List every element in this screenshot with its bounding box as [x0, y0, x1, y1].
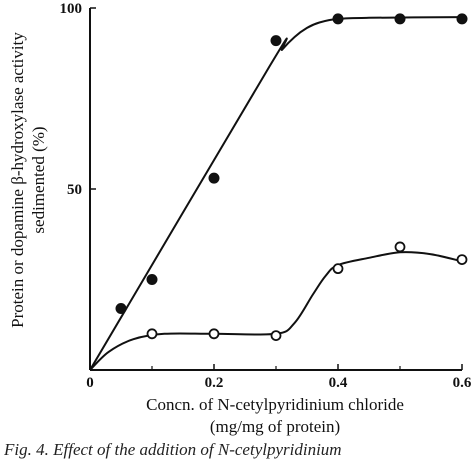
series-1-line — [89, 16, 463, 371]
x-tick-label: 0.4 — [329, 375, 348, 391]
series-2-point — [332, 263, 344, 275]
plot-area: 0 0.2 0.4 0.6 50 100 — [60, 1, 472, 391]
figure-caption: Fig. 4. Effect of the addition of N-cety… — [4, 440, 342, 459]
y-axis-label: Protein or dopamine β-hydroxylase activi… — [8, 32, 27, 328]
series-1-point — [332, 13, 344, 25]
series-1-point — [115, 302, 127, 314]
series-2-point — [208, 328, 220, 340]
x-tick-label: 0 — [86, 375, 94, 391]
x-tick-label: 0.2 — [205, 375, 224, 391]
series-1-point — [456, 13, 468, 25]
series-2-point — [270, 330, 282, 342]
y-axis-label-line2: sedimented (%) — [29, 126, 48, 233]
series-1-point — [270, 35, 282, 47]
y-tick-label: 100 — [60, 1, 83, 17]
series-2-line — [89, 251, 463, 371]
series-2-point — [394, 241, 406, 253]
x-axis-label-line2: (mg/mg of protein) — [210, 417, 340, 436]
series-2-point — [146, 328, 158, 340]
series-1-point — [394, 13, 406, 25]
x-axis-label: Concn. of N-cetylpyridinium chloride — [146, 395, 404, 414]
series-2-point — [456, 254, 468, 265]
series-1-point — [146, 274, 158, 285]
x-tick-label: 0.6 — [453, 375, 472, 391]
chart: 0 0.2 0.4 0.6 50 100 Protein or dopamine β-hy… — [8, 1, 472, 436]
series-1-point — [208, 172, 220, 184]
y-tick-label: 50 — [67, 182, 82, 198]
